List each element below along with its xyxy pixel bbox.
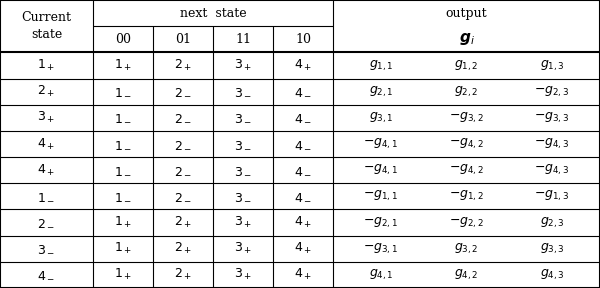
Text: $4_+$: $4_+$ bbox=[37, 137, 56, 151]
Text: $-g_{1,1}$: $-g_{1,1}$ bbox=[364, 189, 398, 203]
Text: next  state: next state bbox=[179, 7, 247, 20]
Text: $3_+$: $3_+$ bbox=[37, 110, 56, 125]
Text: $-g_{4,1}$: $-g_{4,1}$ bbox=[364, 163, 398, 177]
Text: $g_{4,3}$: $g_{4,3}$ bbox=[539, 268, 565, 282]
Text: $3_-$: $3_-$ bbox=[234, 85, 252, 98]
Text: $-g_{1,3}$: $-g_{1,3}$ bbox=[534, 189, 569, 203]
Text: $3_+$: $3_+$ bbox=[234, 58, 252, 73]
Text: $4_+$: $4_+$ bbox=[37, 163, 56, 178]
Text: $4_-$: $4_-$ bbox=[294, 111, 312, 124]
Text: $g_{3,3}$: $g_{3,3}$ bbox=[539, 242, 565, 256]
Text: $2_-$: $2_-$ bbox=[174, 190, 192, 203]
Text: $4_+$: $4_+$ bbox=[294, 267, 312, 283]
Text: $g_{3,2}$: $g_{3,2}$ bbox=[454, 242, 479, 256]
Text: $\boldsymbol{g}_i$: $\boldsymbol{g}_i$ bbox=[458, 31, 475, 47]
Text: $1_+$: $1_+$ bbox=[37, 58, 56, 73]
Text: $-g_{4,2}$: $-g_{4,2}$ bbox=[449, 163, 484, 177]
Text: $g_{2,1}$: $g_{2,1}$ bbox=[368, 85, 394, 99]
Text: $g_{2,2}$: $g_{2,2}$ bbox=[454, 85, 479, 99]
Text: $2_-$: $2_-$ bbox=[37, 216, 56, 229]
Text: $2_-$: $2_-$ bbox=[174, 164, 192, 177]
Text: $4_+$: $4_+$ bbox=[294, 58, 312, 73]
Text: $1_+$: $1_+$ bbox=[114, 215, 132, 230]
Text: $1_-$: $1_-$ bbox=[114, 137, 132, 151]
Text: $-g_{2,2}$: $-g_{2,2}$ bbox=[449, 215, 484, 230]
Text: $1_-$: $1_-$ bbox=[37, 190, 56, 203]
Text: $2_+$: $2_+$ bbox=[174, 215, 192, 230]
Text: $1_-$: $1_-$ bbox=[114, 111, 132, 124]
Text: $4_+$: $4_+$ bbox=[294, 215, 312, 230]
Text: $4_-$: $4_-$ bbox=[37, 268, 56, 281]
Text: $1_-$: $1_-$ bbox=[114, 164, 132, 177]
Text: $4_-$: $4_-$ bbox=[294, 190, 312, 203]
Text: $3_+$: $3_+$ bbox=[234, 215, 252, 230]
Text: $-g_{1,2}$: $-g_{1,2}$ bbox=[449, 189, 484, 203]
Text: 01: 01 bbox=[175, 33, 191, 46]
Text: $4_+$: $4_+$ bbox=[294, 241, 312, 256]
Text: $2_+$: $2_+$ bbox=[174, 58, 192, 73]
Text: $g_{4,2}$: $g_{4,2}$ bbox=[454, 268, 479, 282]
Text: $-g_{3,1}$: $-g_{3,1}$ bbox=[364, 242, 398, 256]
Text: $g_{3,1}$: $g_{3,1}$ bbox=[368, 111, 394, 125]
Text: $3_-$: $3_-$ bbox=[234, 190, 252, 203]
Text: 11: 11 bbox=[235, 33, 251, 46]
Text: $3_-$: $3_-$ bbox=[234, 137, 252, 151]
Text: $-g_{4,3}$: $-g_{4,3}$ bbox=[534, 137, 569, 151]
Text: $3_+$: $3_+$ bbox=[234, 267, 252, 283]
Text: $2_-$: $2_-$ bbox=[174, 111, 192, 124]
Text: 00: 00 bbox=[115, 33, 131, 46]
Text: $-g_{4,2}$: $-g_{4,2}$ bbox=[449, 137, 484, 151]
Text: $4_-$: $4_-$ bbox=[294, 85, 312, 98]
Text: $4_-$: $4_-$ bbox=[294, 164, 312, 177]
Text: $3_-$: $3_-$ bbox=[37, 242, 56, 255]
Text: $2_+$: $2_+$ bbox=[174, 267, 192, 283]
Text: $-g_{4,1}$: $-g_{4,1}$ bbox=[364, 137, 398, 151]
Text: $3_-$: $3_-$ bbox=[234, 111, 252, 124]
Text: $g_{1,2}$: $g_{1,2}$ bbox=[454, 58, 479, 73]
Text: $2_+$: $2_+$ bbox=[174, 241, 192, 256]
Text: $g_{1,3}$: $g_{1,3}$ bbox=[539, 58, 565, 73]
Text: $-g_{3,3}$: $-g_{3,3}$ bbox=[534, 111, 569, 125]
Text: $-g_{2,3}$: $-g_{2,3}$ bbox=[534, 85, 569, 99]
Text: Current
state: Current state bbox=[22, 11, 71, 41]
Text: $4_-$: $4_-$ bbox=[294, 137, 312, 151]
Text: $g_{4,1}$: $g_{4,1}$ bbox=[368, 268, 394, 282]
Text: $2_-$: $2_-$ bbox=[174, 137, 192, 151]
Text: $-g_{4,3}$: $-g_{4,3}$ bbox=[534, 163, 569, 177]
Text: $1_+$: $1_+$ bbox=[114, 58, 132, 73]
Text: 10: 10 bbox=[295, 33, 311, 46]
Text: $3_+$: $3_+$ bbox=[234, 241, 252, 256]
Text: $3_-$: $3_-$ bbox=[234, 164, 252, 177]
Text: $g_{1,1}$: $g_{1,1}$ bbox=[368, 58, 394, 73]
Text: output: output bbox=[446, 7, 487, 20]
Text: $1_+$: $1_+$ bbox=[114, 241, 132, 256]
Text: $g_{2,3}$: $g_{2,3}$ bbox=[539, 215, 565, 230]
Text: $1_+$: $1_+$ bbox=[114, 267, 132, 283]
Text: $-g_{2,1}$: $-g_{2,1}$ bbox=[364, 215, 398, 230]
Text: $2_+$: $2_+$ bbox=[37, 84, 56, 99]
Text: $2_-$: $2_-$ bbox=[174, 85, 192, 98]
Text: $1_-$: $1_-$ bbox=[114, 85, 132, 98]
Text: $1_-$: $1_-$ bbox=[114, 190, 132, 203]
Text: $-g_{3,2}$: $-g_{3,2}$ bbox=[449, 111, 484, 125]
